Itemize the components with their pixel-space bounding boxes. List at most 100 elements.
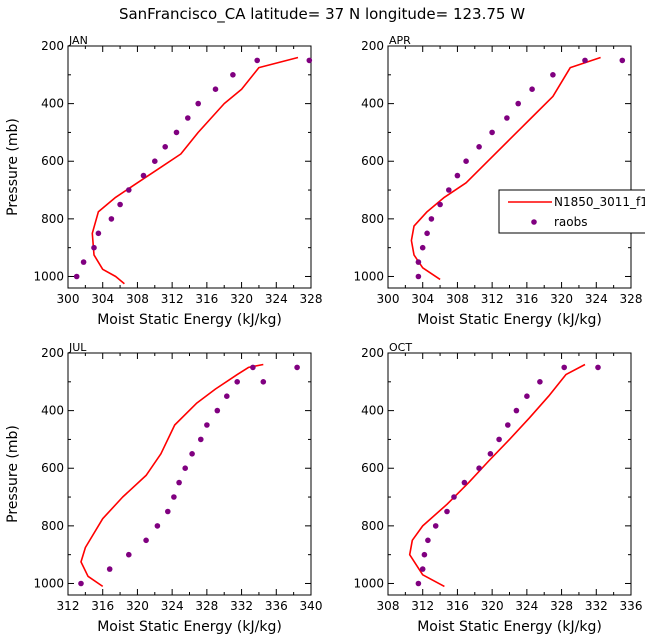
- y-tick-label: 800: [41, 212, 64, 226]
- x-tick-label: 332: [585, 599, 608, 613]
- legend: N1850_3011_f1 raobs: [498, 189, 645, 234]
- x-tick-label: 324: [161, 599, 184, 613]
- raobs-point: [425, 537, 431, 544]
- raobs-point: [415, 273, 422, 280]
- legend-label-raobs: raobs: [554, 215, 588, 229]
- raobs-point: [254, 57, 260, 64]
- y-tick-label: 200: [41, 346, 64, 360]
- x-tick-label: 300: [57, 292, 80, 306]
- raobs-point: [515, 100, 521, 107]
- y-tick-label: 600: [41, 154, 64, 168]
- raobs-point: [154, 523, 161, 529]
- raobs-point: [143, 537, 149, 544]
- x-axis-label: Moist Static Energy (kJ/kg): [417, 312, 602, 328]
- x-tick-label: 324: [585, 292, 608, 306]
- raobs-point: [108, 216, 115, 222]
- raobs-point: [454, 172, 461, 179]
- model-profile-line: [80, 363, 264, 588]
- raobs-point: [106, 566, 113, 572]
- raobs-point: [421, 551, 428, 558]
- model-profile-line: [410, 56, 601, 281]
- x-tick-label: 328: [620, 292, 643, 306]
- raobs-point: [419, 244, 426, 251]
- panel-jul: JUL 312 316 320 324 328 332 336 340 200 400 600 800 1…: [5, 341, 322, 635]
- raobs-point: [437, 201, 443, 208]
- x-tick-label: 312: [161, 292, 184, 306]
- x-tick-label: 316: [446, 599, 469, 613]
- y-tick-label: 200: [361, 39, 384, 53]
- raobs-point: [189, 451, 195, 457]
- x-tick-label: 320: [126, 599, 149, 613]
- raobs-point: [504, 115, 510, 121]
- x-tick-label: 328: [300, 292, 323, 306]
- raobs-point: [489, 129, 495, 136]
- raobs-point: [204, 422, 210, 428]
- panel-label: OCT: [389, 341, 412, 354]
- raobs-point: [428, 216, 435, 222]
- model-profile-line: [408, 363, 586, 588]
- y-tick-label: 1000: [33, 269, 64, 283]
- raobs-point: [306, 57, 313, 64]
- legend-marker-swatch: [531, 219, 537, 225]
- y-tick-label: 1000: [33, 576, 64, 590]
- y-tick-label: 400: [361, 97, 384, 111]
- panel-label: JAN: [68, 34, 88, 47]
- x-axis-label: Moist Static Energy (kJ/kg): [97, 312, 282, 328]
- x-tick-label: 308: [126, 292, 149, 306]
- plot-frame: [387, 352, 632, 596]
- x-tick-label: 324: [265, 292, 288, 306]
- x-tick-label: 320: [550, 292, 573, 306]
- plot-frame: [67, 352, 312, 596]
- raobs-point: [419, 566, 426, 572]
- raobs-point: [78, 580, 84, 587]
- raobs-point: [80, 259, 87, 265]
- plot-frame: [67, 45, 312, 289]
- raobs-point: [212, 86, 219, 92]
- x-tick-label: 340: [300, 599, 323, 613]
- raobs-point: [91, 244, 97, 251]
- y-tick-label: 800: [361, 519, 384, 533]
- raobs-point: [176, 479, 182, 486]
- panel-apr: APR 300 304 308 312 316 320 324 328 200 400 600 800 1…: [353, 34, 642, 328]
- x-tick-label: 308: [446, 292, 469, 306]
- raobs-point: [432, 523, 439, 529]
- raobs-point: [162, 144, 168, 150]
- raobs-point: [529, 86, 535, 92]
- y-tick-label: 800: [361, 212, 384, 226]
- x-tick-label: 336: [265, 599, 288, 613]
- legend-box: [498, 189, 645, 234]
- x-tick-label: 316: [195, 292, 218, 306]
- x-tick-label: 336: [620, 599, 643, 613]
- raobs-point: [415, 580, 422, 587]
- raobs-point: [173, 129, 180, 136]
- y-tick-label: 1000: [353, 576, 384, 590]
- x-tick-label: 328: [550, 599, 573, 613]
- figure-title: SanFrancisco_CA latitude= 37 N longitude…: [119, 5, 525, 24]
- y-tick-label: 600: [361, 461, 384, 475]
- raobs-point: [451, 494, 457, 500]
- raobs-point: [126, 187, 132, 193]
- raobs-point: [165, 508, 171, 515]
- legend-label-model: N1850_3011_f1: [554, 195, 645, 209]
- raobs-point: [505, 422, 511, 428]
- raobs-point: [171, 494, 177, 500]
- x-tick-label: 312: [57, 599, 80, 613]
- panel-label: APR: [389, 34, 411, 47]
- raobs-point: [476, 144, 482, 150]
- raobs-point: [182, 465, 188, 472]
- raobs-point: [224, 393, 230, 400]
- raobs-point: [446, 187, 452, 193]
- raobs-point: [496, 436, 502, 443]
- x-tick-label: 328: [195, 599, 218, 613]
- raobs-point: [185, 115, 191, 121]
- x-axis-label: Moist Static Energy (kJ/kg): [417, 619, 602, 635]
- y-axis-label: Pressure (mb): [5, 425, 21, 523]
- raobs-point: [524, 393, 530, 400]
- x-tick-label: 312: [481, 292, 504, 306]
- raobs-point: [487, 451, 494, 457]
- raobs-point: [424, 230, 430, 237]
- x-tick-label: 304: [411, 292, 434, 306]
- x-tick-label: 300: [377, 292, 400, 306]
- raobs-point: [195, 100, 201, 107]
